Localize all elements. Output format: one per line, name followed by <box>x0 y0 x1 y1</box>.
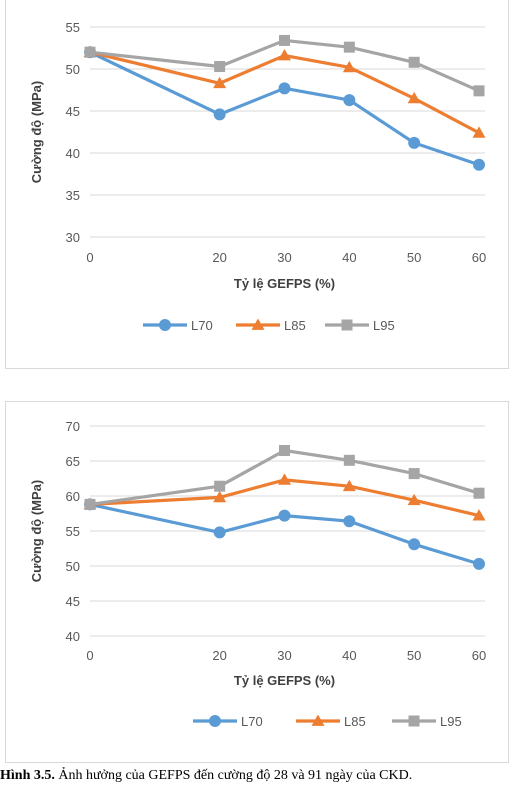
legend-entry: L85 <box>236 318 306 333</box>
data-point <box>214 60 226 72</box>
data-point <box>472 126 486 138</box>
legend-marker <box>408 715 420 727</box>
legend-entry: L95 <box>392 714 462 729</box>
x-tick-label: 20 <box>212 250 226 265</box>
figure-caption: Hình 3.5. Ảnh hưởng của GEFPS đến cường … <box>0 768 514 784</box>
x-tick-label: 0 <box>86 250 93 265</box>
legend-label: L95 <box>373 318 395 333</box>
x-axis-title: Tỷ lệ GEFPS (%) <box>234 276 335 291</box>
y-tick-label: 45 <box>66 104 80 119</box>
x-tick-label: 40 <box>342 648 356 663</box>
x-tick-label: 60 <box>472 250 486 265</box>
y-tick-label: 40 <box>66 629 80 644</box>
data-point <box>472 509 486 521</box>
x-axis-title: Tỷ lệ GEFPS (%) <box>234 673 335 688</box>
data-point <box>473 557 485 570</box>
x-tick-label: 30 <box>277 648 291 663</box>
data-point <box>408 56 420 68</box>
data-point <box>279 34 290 46</box>
legend-entry: L95 <box>325 318 395 333</box>
y-axis-title: Cường độ (MPa) <box>29 81 44 183</box>
data-point <box>343 454 355 466</box>
legend-marker <box>311 714 325 726</box>
y-tick-label: 35 <box>66 188 80 203</box>
data-point <box>343 94 356 107</box>
data-point <box>213 76 227 89</box>
legend-label: L85 <box>344 714 366 729</box>
x-tick-label: 40 <box>342 250 356 265</box>
y-tick-label: 60 <box>66 489 80 504</box>
series-l95 <box>84 445 485 510</box>
data-point <box>278 509 291 522</box>
series-l70 <box>84 46 485 171</box>
y-tick-label: 45 <box>66 594 80 609</box>
y-tick-label: 55 <box>66 524 80 539</box>
series-line <box>89 38 480 93</box>
y-axis-title: Cường độ (MPa) <box>29 480 44 582</box>
data-point <box>407 493 421 506</box>
legend-label: L85 <box>284 318 306 333</box>
caption-label: Hình 3.5. <box>0 768 55 783</box>
data-point <box>342 479 356 492</box>
strength-chart-91-day: 40 45 50 55 60 65 70 0 20 30 40 50 60 Tỷ lệ GEFPS (%)… <box>29 419 486 729</box>
legend-entry: L70 <box>143 318 213 333</box>
data-point <box>408 468 420 480</box>
x-tick-label: 30 <box>277 250 291 265</box>
legend-marker <box>159 319 171 331</box>
legend-label: L95 <box>440 714 462 729</box>
legend-marker <box>209 715 221 727</box>
data-point <box>84 46 96 58</box>
y-tick-label: 40 <box>66 146 80 161</box>
x-tick-label: 0 <box>86 648 93 663</box>
legend-label: L70 <box>241 714 263 729</box>
x-tick-label: 60 <box>472 648 486 663</box>
data-point <box>473 487 485 499</box>
legend-marker <box>251 318 265 330</box>
legend-marker <box>341 319 353 331</box>
data-point <box>213 490 227 503</box>
series-line <box>89 502 480 566</box>
y-tick-label: 70 <box>66 419 80 434</box>
y-tick-label: 50 <box>66 62 80 77</box>
series-l95 <box>84 34 485 97</box>
series-line <box>89 50 480 167</box>
data-point <box>343 515 356 528</box>
data-point <box>279 445 290 456</box>
data-point <box>408 136 421 149</box>
x-tick-label: 20 <box>212 648 226 663</box>
legend-label: L70 <box>191 318 213 333</box>
data-point <box>278 82 291 95</box>
data-point <box>214 480 226 492</box>
data-point <box>473 85 485 97</box>
data-point <box>408 538 421 551</box>
series-line <box>89 50 480 135</box>
y-tick-label: 65 <box>66 454 80 469</box>
data-point <box>84 498 96 510</box>
data-point <box>278 473 291 485</box>
x-tick-label: 50 <box>407 250 421 265</box>
chart-panel-91-day: 40 45 50 55 60 65 70 0 20 30 40 50 60 Tỷ lệ GEFPS (%)… <box>5 401 509 763</box>
data-point <box>407 91 421 104</box>
y-tick-label: 30 <box>66 230 80 245</box>
data-point <box>213 108 226 121</box>
series-l85 <box>83 473 486 521</box>
strength-chart-28-day: 30 35 40 45 50 55 0 20 30 40 50 60 Tỷ lệ GEFPS (%) Cư… <box>29 20 486 333</box>
caption-text: Ảnh hưởng của GEFPS đến cường độ 28 và 9… <box>54 768 413 783</box>
series-line <box>89 478 480 518</box>
data-point <box>342 60 356 73</box>
legend-entry: L85 <box>296 714 366 729</box>
y-tick-label: 50 <box>66 559 80 574</box>
legend-entry: L70 <box>193 714 263 729</box>
chart-panel-28-day: 30 35 40 45 50 55 0 20 30 40 50 60 Tỷ lệ GEFPS (%) Cư… <box>5 0 509 369</box>
data-point <box>343 41 355 53</box>
x-tick-label: 50 <box>407 648 421 663</box>
data-point <box>278 49 291 61</box>
series-l70 <box>84 498 485 570</box>
data-point <box>213 526 226 539</box>
y-tick-label: 55 <box>66 20 80 35</box>
data-point <box>473 158 485 171</box>
series-line <box>89 448 480 506</box>
